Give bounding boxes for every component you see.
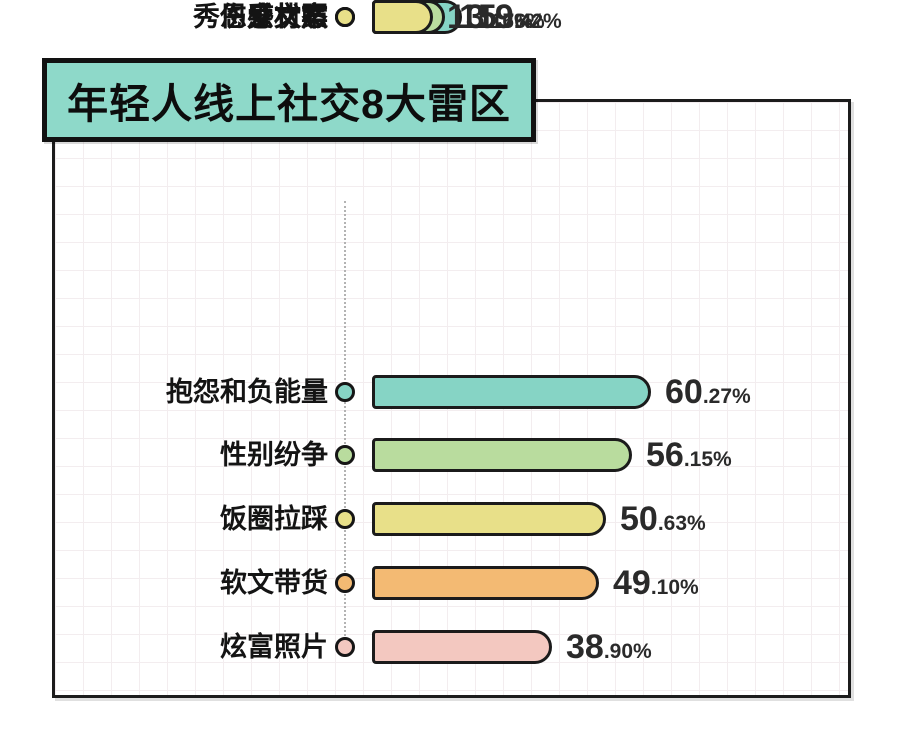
value-label: 50.63% [620, 500, 706, 539]
category-bullet-dot [335, 509, 355, 529]
bullet-wrap [328, 382, 362, 402]
value-label: 15.76% [459, 0, 545, 37]
value-fraction: .42% [513, 9, 562, 33]
bullet-wrap [328, 445, 362, 465]
category-label: 抱怨和负能量 [166, 377, 328, 407]
category-bullet-dot [335, 445, 355, 465]
category-label: 饭圈拉踩 [220, 504, 328, 534]
value-integer: 13 [447, 0, 485, 36]
chart-title: 年轻人线上社交8大雷区 [67, 81, 511, 127]
category-bullet-dot [335, 573, 355, 593]
value-fraction: .63% [657, 511, 706, 535]
bar-row: 抱怨和负能量 60.27% [60, 373, 860, 412]
value-fraction: .10% [650, 575, 699, 599]
bar [372, 502, 606, 536]
axis-dotted-line [344, 201, 346, 648]
value-label: 19.42% [476, 0, 562, 37]
bar [372, 0, 433, 34]
bar [372, 438, 632, 472]
value-integer: 50 [620, 499, 658, 538]
value-integer: 38 [566, 627, 604, 666]
value-label: 60.27% [665, 373, 751, 412]
category-label: 伤感文案 [220, 2, 328, 32]
bar-row: 饭圈拉踩 50.63% [60, 500, 860, 539]
bar-row: 秀恩爱状态 13.16% [60, 0, 860, 37]
value-fraction: .27% [702, 384, 751, 408]
value-fraction: .76% [496, 9, 545, 33]
value-integer: 19 [476, 0, 514, 36]
bar-row: 性别纷争 56.15% [60, 436, 860, 475]
value-label: 49.10% [613, 564, 699, 603]
value-integer: 49 [613, 563, 651, 602]
bullet-wrap [328, 7, 362, 27]
value-label: 13.16% [447, 0, 533, 37]
value-fraction: .16% [484, 9, 533, 33]
bar-row: 炫富照片 38.90% [60, 628, 860, 667]
value-integer: 15 [459, 0, 497, 36]
bar [372, 566, 599, 600]
value-label: 56.15% [646, 436, 732, 475]
value-fraction: .90% [603, 639, 652, 663]
value-integer: 56 [646, 435, 684, 474]
category-bullet-dot [335, 7, 355, 27]
bullet-wrap [328, 509, 362, 529]
value-integer: 60 [665, 372, 703, 411]
bullet-wrap [328, 573, 362, 593]
chart-title-box: 年轻人线上社交8大雷区 [42, 58, 536, 142]
category-label: 身材照 [247, 2, 328, 32]
value-fraction: .15% [683, 447, 732, 471]
bar-row: 软文带货 49.10% [60, 564, 860, 603]
bar [372, 630, 552, 664]
category-bullet-dot [335, 382, 355, 402]
bar [372, 375, 651, 409]
category-label: 秀恩爱状态 [193, 2, 328, 32]
category-label: 性别纷争 [220, 440, 328, 470]
category-label: 炫富照片 [220, 632, 328, 662]
category-bullet-dot [335, 637, 355, 657]
category-label: 软文带货 [220, 568, 328, 598]
bullet-wrap [328, 637, 362, 657]
value-label: 38.90% [566, 628, 652, 667]
